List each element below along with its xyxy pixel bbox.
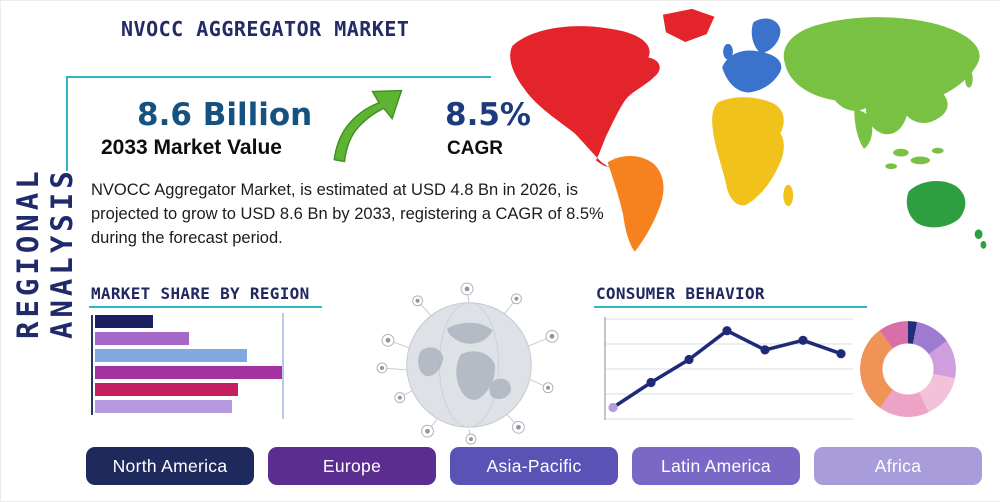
consumer-behavior-line-chart [604,317,853,420]
continent-asia [783,17,980,170]
market-share-bar-3 [95,349,248,362]
continent-europe [722,18,782,93]
bar-chart-gridline [282,313,284,419]
market-share-bar-6 [95,400,233,413]
growth-arrow-icon [333,89,403,163]
teal-divider-left [66,76,68,171]
market-value-stat: 8.6 Billion [137,97,313,133]
market-share-heading: MARKET SHARE BY REGION [91,284,310,303]
regional-share-donut-chart [860,321,956,417]
market-share-bar-chart [91,315,283,415]
region-button-africa[interactable]: Africa [814,447,982,485]
consumer-behavior-underline [594,306,867,308]
consumer-behavior-heading: CONSUMER BEHAVIOR [596,284,765,303]
region-buttons-row: North America Europe Asia-Pacific Latin Ame… [86,447,982,485]
market-share-bar-4 [95,366,283,379]
region-button-europe[interactable]: Europe [268,447,436,485]
region-button-latin-america[interactable]: Latin America [632,447,800,485]
region-button-north-america[interactable]: North America [86,447,254,485]
market-share-bar-2 [95,332,189,345]
globe-network-graphic [376,282,559,445]
teal-divider-top [66,76,491,78]
region-button-asia-pacific[interactable]: Asia-Pacific [450,447,618,485]
world-map-graphic [510,8,987,252]
market-share-bar-1 [95,315,154,328]
cagr-stat: 8.5% [445,97,531,133]
continent-north-america [510,26,660,171]
continent-greenland [662,8,715,42]
continent-south-america [607,155,664,252]
market-value-label: 2033 Market Value [101,136,282,159]
page-title: NVOCC AGGREGATOR MARKET [121,17,410,41]
market-share-underline [89,306,322,308]
market-share-bar-5 [95,383,238,396]
continent-australia [906,181,987,249]
cagr-label: CAGR [447,138,503,159]
continent-africa [712,97,794,207]
market-description: NVOCC Aggregator Market, is estimated at… [91,181,604,247]
vertical-regional-analysis-label: REGIONAL ANALYSIS [11,167,79,340]
